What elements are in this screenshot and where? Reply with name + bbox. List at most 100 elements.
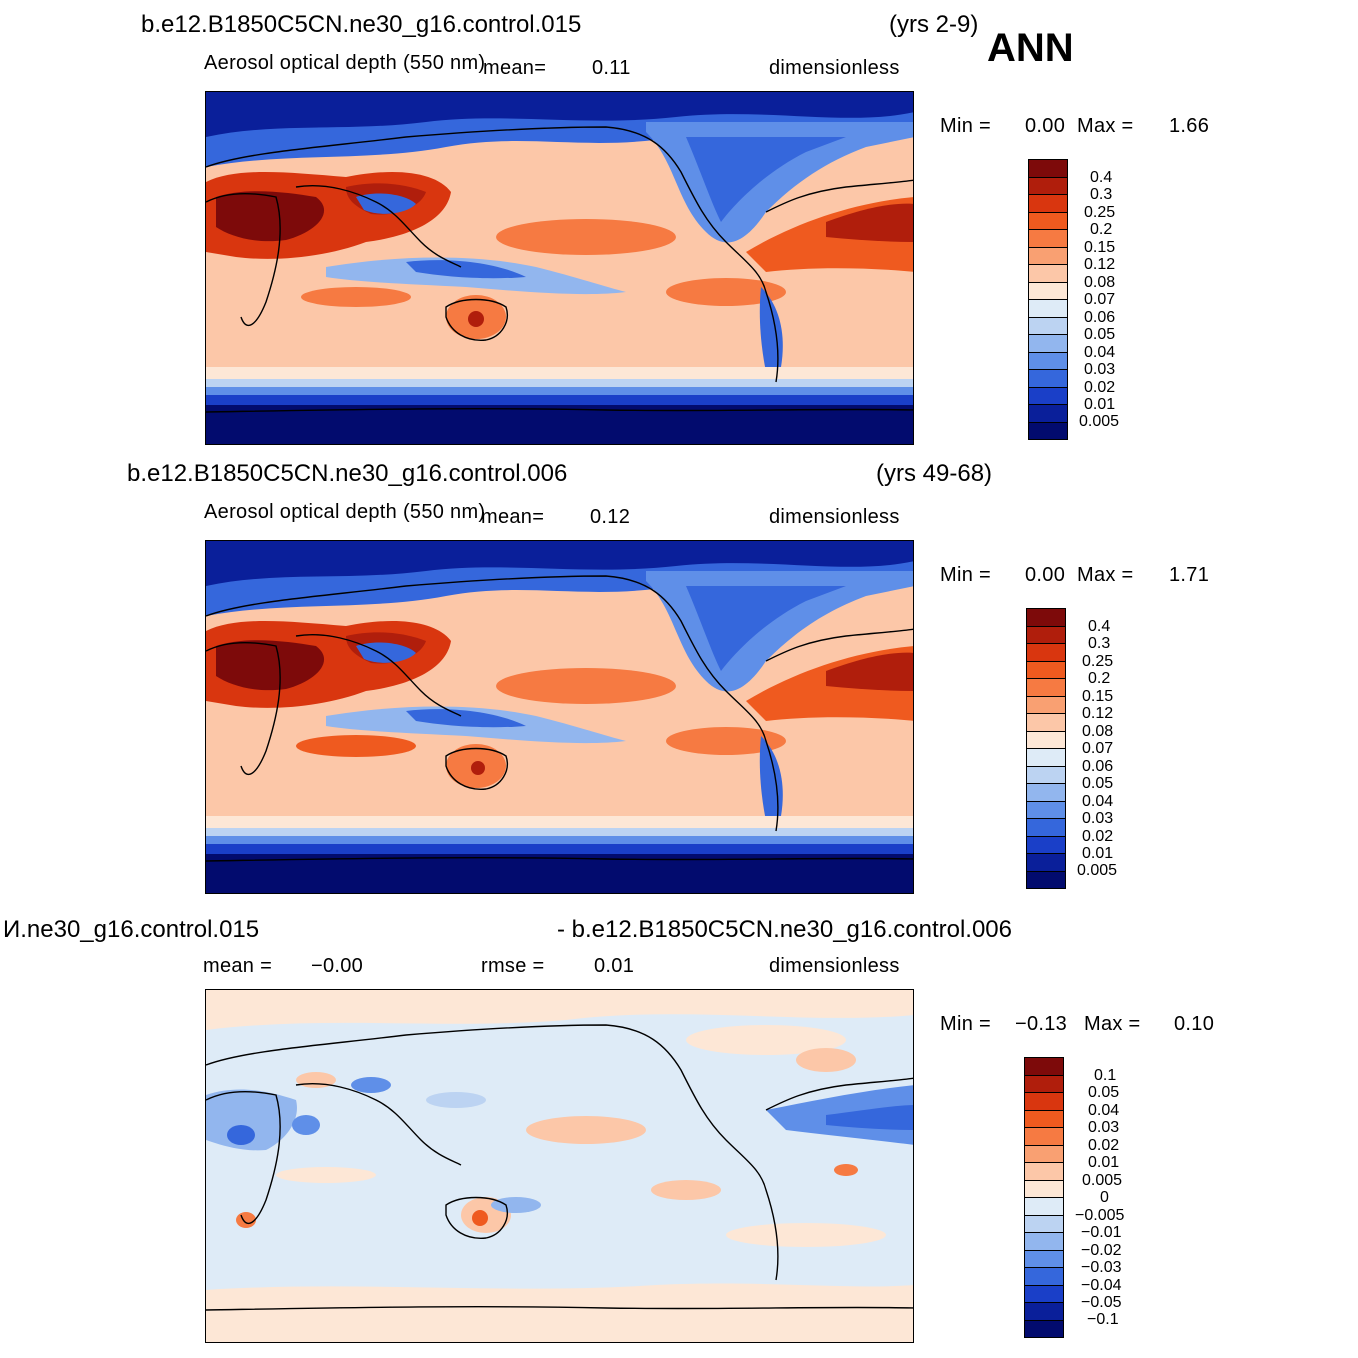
colorbar-swatch (1028, 246, 1068, 265)
panel3-level-label: −0.02 (1081, 1242, 1122, 1259)
panel2-level-label: 0.02 (1082, 828, 1114, 845)
colorbar-swatch (1026, 765, 1066, 784)
panel1-map (205, 91, 914, 445)
panel3-max-label: Max = (1084, 1013, 1141, 1035)
colorbar-swatch (1028, 229, 1068, 248)
colorbar-swatch (1028, 159, 1068, 178)
colorbar-swatch (1028, 334, 1068, 353)
colorbar-swatch (1024, 1109, 1064, 1128)
panel3-min-label: Min = (940, 1013, 991, 1035)
colorbar-swatch (1028, 176, 1068, 195)
panel2-min-value: 0.00 (1025, 564, 1066, 586)
season-label: ANN (987, 26, 1074, 70)
panel1-level-label: 0.07 (1084, 291, 1116, 308)
panel2-case-title: b.e12.B1850C5CN.ne30_g16.control.006 (127, 460, 568, 487)
colorbar-swatch (1026, 678, 1066, 697)
colorbar-swatch (1024, 1197, 1064, 1216)
panel2-level-label: 0.04 (1082, 793, 1114, 810)
panel3-case-title-left: И.ne30_g16.control.015 (3, 916, 260, 943)
panel2-colorbar (1026, 608, 1066, 889)
colorbar-swatch (1028, 316, 1068, 335)
panel2-max-value: 1.71 (1169, 564, 1210, 586)
panel1-level-label: 0.05 (1084, 326, 1116, 343)
panel3-mean-value: −0.00 (311, 955, 364, 977)
panel3-min-value: −0.13 (1015, 1013, 1068, 1035)
panel3-level-label: −0.04 (1081, 1277, 1122, 1294)
panel3-level-label: 0.03 (1088, 1119, 1120, 1136)
colorbar-swatch (1024, 1127, 1064, 1146)
panel2-variable: Aerosol optical depth (550 nm) (204, 501, 486, 523)
panel1-level-label: 0.12 (1084, 256, 1116, 273)
panel2-map (205, 540, 914, 894)
panel1-level-label: 0.06 (1084, 309, 1116, 326)
panel3-mean-label: mean = (203, 955, 273, 977)
colorbar-swatch (1024, 1057, 1064, 1076)
panel3-level-label: 0 (1100, 1189, 1109, 1206)
colorbar-swatch (1028, 194, 1068, 213)
colorbar-swatch (1024, 1092, 1064, 1111)
panel3-map (205, 989, 914, 1343)
panel1-mean-label: mean= (483, 57, 547, 79)
panel3-level-label: 0.005 (1082, 1172, 1123, 1189)
panel1-case-title: b.e12.B1850C5CN.ne30_g16.control.015 (141, 11, 582, 38)
panel2-level-label: 0.2 (1088, 670, 1111, 687)
colorbar-swatch (1024, 1249, 1064, 1268)
colorbar-swatch (1024, 1214, 1064, 1233)
colorbar-swatch (1028, 351, 1068, 370)
colorbar-swatch (1028, 369, 1068, 388)
colorbar-swatch (1026, 730, 1066, 749)
panel2-mean-value: 0.12 (590, 506, 631, 528)
colorbar-swatch (1026, 783, 1066, 802)
colorbar-swatch (1024, 1179, 1064, 1198)
colorbar-swatch (1024, 1284, 1064, 1303)
panel1-min-value: 0.00 (1025, 115, 1066, 137)
colorbar-swatch (1028, 421, 1068, 440)
panel1-level-label: 0.25 (1084, 204, 1116, 221)
panel3-level-label: −0.03 (1081, 1259, 1122, 1276)
panel2-level-label: 0.01 (1082, 845, 1114, 862)
panel2-years: (yrs 49-68) (876, 460, 993, 487)
panel2-level-label: 0.07 (1082, 740, 1114, 757)
panel1-years: (yrs 2-9) (889, 11, 979, 38)
colorbar-swatch (1024, 1162, 1064, 1181)
panel3-rmse-label: rmse = (481, 955, 545, 977)
panel2-units: dimensionless (769, 506, 900, 528)
colorbar-swatch (1024, 1302, 1064, 1321)
panel1-level-label: 0.01 (1084, 396, 1116, 413)
colorbar-swatch (1028, 211, 1068, 230)
colorbar-swatch (1026, 835, 1066, 854)
panel2-level-label: 0.03 (1082, 810, 1114, 827)
panel3-level-label: 0.05 (1088, 1084, 1120, 1101)
colorbar-swatch (1028, 264, 1068, 283)
panel3-level-label: −0.005 (1075, 1207, 1125, 1224)
panel1-colorbar (1028, 159, 1068, 440)
panel3-level-label: −0.1 (1087, 1311, 1119, 1328)
colorbar-swatch (1028, 281, 1068, 300)
panel1-level-label: 0.04 (1084, 344, 1116, 361)
colorbar-swatch (1026, 695, 1066, 714)
panel1-level-label: 0.08 (1084, 274, 1116, 291)
panel2-level-label: 0.05 (1082, 775, 1114, 792)
panel3-level-label: 0.1 (1094, 1067, 1117, 1084)
colorbar-swatch (1024, 1319, 1064, 1338)
panel3-level-label: 0.01 (1088, 1154, 1120, 1171)
colorbar-swatch (1024, 1074, 1064, 1093)
panel1-level-label: 0.02 (1084, 379, 1116, 396)
colorbar-swatch (1026, 713, 1066, 732)
panel1-max-label: Max = (1077, 115, 1134, 137)
panel2-level-label: 0.08 (1082, 723, 1114, 740)
panel2-level-label: 0.4 (1088, 618, 1111, 635)
colorbar-swatch (1026, 853, 1066, 872)
colorbar-swatch (1028, 404, 1068, 423)
colorbar-swatch (1024, 1232, 1064, 1251)
colorbar-swatch (1026, 800, 1066, 819)
panel3-level-label: −0.05 (1081, 1294, 1122, 1311)
panel1-level-label: 0.3 (1090, 186, 1113, 203)
colorbar-swatch (1028, 386, 1068, 405)
colorbar-swatch (1026, 818, 1066, 837)
panel1-level-label: 0.03 (1084, 361, 1116, 378)
colorbar-swatch (1026, 660, 1066, 679)
panel1-max-value: 1.66 (1169, 115, 1210, 137)
colorbar-swatch (1026, 870, 1066, 889)
colorbar-swatch (1026, 608, 1066, 627)
